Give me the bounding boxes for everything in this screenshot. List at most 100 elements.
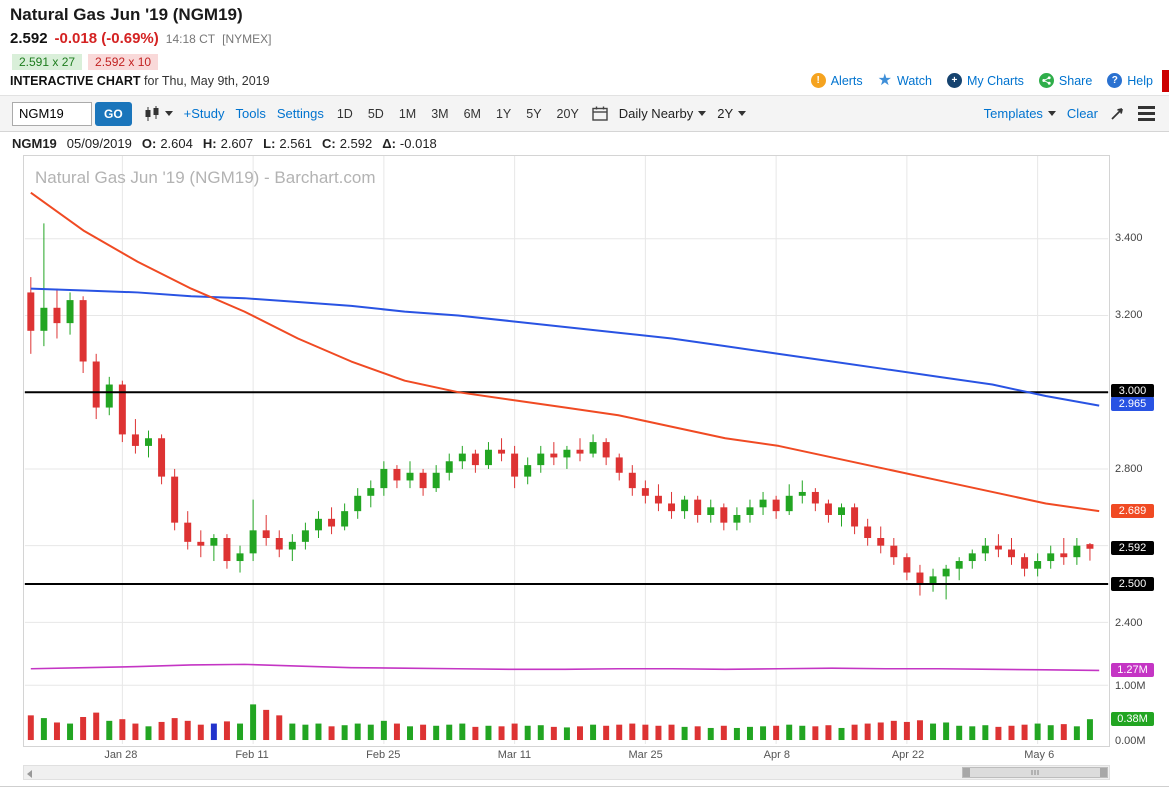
hamburger-icon [1138,106,1155,109]
chevron-down-icon [164,111,173,116]
price-change: -0.018 (-0.69%) [54,30,159,47]
axis-badge: 2.689 [1111,503,1154,518]
page-title: Natural Gas Jun '19 (NGM19) [10,5,243,24]
frequency-dropdown[interactable]: Daily Nearby [618,106,707,121]
chart-scrollbar[interactable] [23,765,1110,780]
clear-button[interactable]: Clear [1066,106,1098,121]
chevron-down-icon [698,111,707,116]
frequency-value: Daily Nearby [618,106,694,121]
axis-badge: 0.38M [1111,712,1154,727]
header-links: ! Alerts ★ Watch + My Charts Share ? Hel… [810,72,1153,89]
axis-badge: 3.000 [1111,384,1154,398]
symbol-input[interactable] [12,101,92,126]
scrollbar-right-handle[interactable] [1100,768,1107,777]
annotation-tool-button[interactable] [1109,106,1125,122]
close-value: 2.592 [339,136,373,151]
alert-icon: ! [810,73,826,88]
chart-style-dropdown[interactable] [143,105,173,122]
quote-time: 14:18 CT [165,32,216,46]
calendar-button[interactable] [592,106,608,121]
exchange-label: [NYMEX] [222,32,272,46]
ask-quote: 2.592 x 10 [88,54,159,70]
range-value: 2Y [717,106,734,121]
y-axis-label: 3.200 [1115,308,1143,321]
x-axis-label: Mar 11 [497,749,532,761]
scrollbar-thumb[interactable] [962,767,1108,778]
high-value: 2.607 [220,136,254,151]
settings-button[interactable]: Settings [276,106,324,121]
go-button[interactable]: GO [95,101,132,126]
share-link[interactable]: Share [1038,73,1092,88]
axis-badge: 2.500 [1111,576,1154,591]
chart-watermark: Natural Gas Jun '19 (NGM19) - Barchart.c… [35,168,376,187]
open-label: O: [141,136,157,151]
calendar-icon [592,106,608,121]
axis-badge: 2.965 [1111,397,1154,412]
last-price: 2.592 [10,30,48,47]
alerts-link[interactable]: ! Alerts [810,73,863,88]
y-axis-label: 2.800 [1115,462,1143,475]
high-label: H: [202,136,217,151]
range-dropdown[interactable]: 2Y [717,106,747,121]
share-icon [1038,73,1054,88]
change-value: -0.018 [399,136,437,151]
plus-circle-icon: + [946,73,962,88]
change-label: Δ: [382,136,396,151]
x-axis-label: Apr 22 [891,749,925,761]
templates-label: Templates [983,106,1043,121]
axis-badge: 2.592 [1111,541,1154,556]
ohlc-bar: NGM19 05/09/2019 O: 2.604 H: 2.607 L: 2.561… [12,136,437,151]
interactive-chart-label: INTERACTIVE CHART [10,74,141,88]
y-axis-label: 2.400 [1115,616,1143,629]
help-link[interactable]: ? Help [1107,73,1153,88]
y-axis-label: 1.00M [1115,679,1146,692]
menu-button[interactable] [1136,104,1157,123]
y-axis-label: 0.00M [1115,734,1146,747]
tools-button[interactable]: Tools [235,106,266,121]
close-label: C: [321,136,336,151]
chart-area: Natural Gas Jun '19 (NGM19) - Barchart.c… [0,155,1169,769]
x-axis-label: Apr 8 [763,749,790,761]
x-axis-label: Mar 25 [628,749,663,761]
period-1d[interactable]: 1D [336,106,353,121]
bid-ask-row: 2.591 x 27 2.592 x 10 [12,54,159,70]
my-charts-link[interactable]: + My Charts [946,73,1024,88]
scroll-left-arrow-icon[interactable] [27,770,32,778]
templates-dropdown[interactable]: Templates [984,106,1056,121]
period-5d[interactable]: 5D [367,106,384,121]
study-button[interactable]: +Study [183,106,225,121]
period-3m[interactable]: 3M [431,106,449,121]
price-chart-canvas[interactable] [23,155,1110,747]
chart-date: for Thu, May 9th, 2019 [140,74,270,88]
axis-badge: 1.27M [1111,663,1154,678]
quote-summary: 2.592 -0.018 (-0.69%) 14:18 CT [NYMEX] [10,30,271,47]
diagonal-arrow-icon [1111,107,1123,120]
scrollbar-left-handle[interactable] [963,768,970,777]
x-axis-label: Feb 25 [366,749,401,761]
chart-toolbar: GO +Study Tools Settings 1D 5D 1M 3M 6M … [0,95,1169,132]
watch-link[interactable]: ★ Watch [877,72,932,89]
open-value: 2.604 [160,136,193,151]
scrollbar-grip-icon [1031,770,1039,775]
x-axis-label: Jan 28 [104,749,138,761]
low-label: L: [263,136,276,151]
help-icon: ? [1107,73,1123,88]
low-value: 2.561 [279,136,312,151]
period-5y[interactable]: 5Y [526,106,542,121]
y-axis-label: 3.400 [1115,231,1143,244]
help-label: Help [1127,73,1153,88]
price-axis: 3.400 3.200 2.800 2.400 1.00M 0.00M 3.000 2.965… [1110,155,1169,747]
watch-label: Watch [897,73,932,88]
period-20y[interactable]: 20Y [556,106,579,121]
x-axis-label: Feb 11 [235,749,269,761]
candlestick-style-icon [145,105,159,121]
date-axis: Jan 28 Feb 11 Feb 25 Mar 11 Mar 25 Apr 8 Apr 2… [23,749,1110,765]
period-6m[interactable]: 6M [463,106,481,121]
period-1m[interactable]: 1M [398,106,417,121]
page-scroll-indicator [1162,70,1169,92]
period-1y[interactable]: 1Y [495,106,512,121]
star-icon: ★ [877,72,892,89]
ohlc-date: 05/09/2019 [66,136,132,151]
chart-caption: INTERACTIVE CHART for Thu, May 9th, 2019 [10,74,270,88]
